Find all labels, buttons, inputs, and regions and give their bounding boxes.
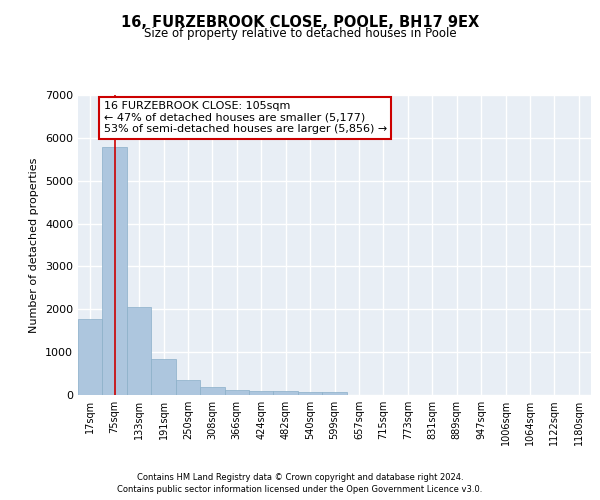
Text: 16, FURZEBROOK CLOSE, POOLE, BH17 9EX: 16, FURZEBROOK CLOSE, POOLE, BH17 9EX bbox=[121, 15, 479, 30]
Bar bbox=[274, 390, 298, 395]
Text: Size of property relative to detached houses in Poole: Size of property relative to detached ho… bbox=[143, 28, 457, 40]
Bar bbox=[322, 392, 347, 395]
Bar bbox=[224, 390, 249, 395]
Bar bbox=[78, 318, 103, 395]
Bar bbox=[151, 360, 176, 395]
Bar bbox=[103, 148, 127, 395]
Bar bbox=[200, 386, 224, 395]
Text: Contains HM Land Registry data © Crown copyright and database right 2024.: Contains HM Land Registry data © Crown c… bbox=[137, 472, 463, 482]
Bar bbox=[249, 390, 274, 395]
Y-axis label: Number of detached properties: Number of detached properties bbox=[29, 158, 40, 332]
Bar bbox=[127, 306, 151, 395]
Text: 16 FURZEBROOK CLOSE: 105sqm
← 47% of detached houses are smaller (5,177)
53% of : 16 FURZEBROOK CLOSE: 105sqm ← 47% of det… bbox=[104, 101, 387, 134]
Bar bbox=[298, 392, 322, 395]
Text: Contains public sector information licensed under the Open Government Licence v3: Contains public sector information licen… bbox=[118, 485, 482, 494]
Bar bbox=[176, 380, 200, 395]
